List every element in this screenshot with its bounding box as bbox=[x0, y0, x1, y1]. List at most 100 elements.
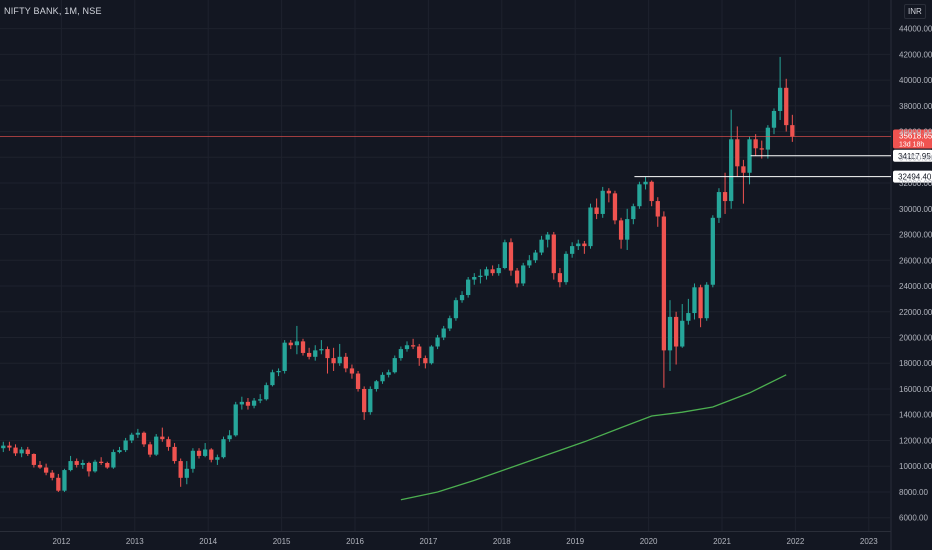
candle-body bbox=[759, 148, 764, 150]
candle-body bbox=[203, 449, 208, 456]
candle-body bbox=[319, 349, 324, 351]
candle-body bbox=[472, 277, 477, 280]
price-axis[interactable]: 6000.00 8000.00 10000.00 12000.00 14000.00 16… bbox=[899, 25, 932, 523]
y-tick-label: 6000.00 bbox=[899, 514, 928, 523]
moving-average-line bbox=[400, 374, 787, 501]
candle-body bbox=[313, 350, 318, 357]
candle-body bbox=[7, 445, 12, 448]
candle-body bbox=[429, 346, 434, 364]
candle-body bbox=[563, 253, 569, 283]
candle-body bbox=[135, 432, 140, 435]
candle-body bbox=[404, 345, 410, 350]
candle-body bbox=[521, 265, 526, 284]
candle-body bbox=[337, 356, 342, 364]
candle-body bbox=[147, 444, 153, 455]
time-axis[interactable]: 2011201220132014201520162017201820192020… bbox=[0, 537, 879, 546]
candle-body bbox=[435, 337, 440, 347]
candle-body bbox=[196, 450, 202, 456]
candle-body bbox=[777, 87, 783, 111]
candle-body bbox=[380, 374, 385, 382]
candle-body bbox=[221, 439, 226, 458]
candle-body bbox=[129, 434, 134, 441]
x-tick-label: 2013 bbox=[126, 537, 144, 546]
candle-body bbox=[343, 356, 348, 369]
y-tick-label: 42000.00 bbox=[899, 50, 932, 59]
candle-body bbox=[19, 449, 24, 454]
candle-body bbox=[478, 275, 483, 278]
candle-body bbox=[508, 242, 514, 271]
moving-average-layer bbox=[400, 374, 787, 501]
candle-body bbox=[441, 328, 446, 338]
y-tick-label: 30000.00 bbox=[899, 205, 932, 214]
candle-body bbox=[86, 463, 92, 472]
candle-body bbox=[50, 472, 55, 478]
candle-body bbox=[459, 295, 465, 301]
candle-body bbox=[618, 220, 624, 240]
candle-body bbox=[417, 346, 422, 359]
candle-body bbox=[37, 464, 43, 468]
candle-body bbox=[300, 341, 306, 353]
candle-body bbox=[294, 341, 300, 346]
candle-body bbox=[698, 287, 703, 319]
candle-body bbox=[386, 372, 391, 375]
candle-body bbox=[178, 461, 183, 478]
x-tick-label: 2017 bbox=[420, 537, 438, 546]
candle-body bbox=[692, 287, 697, 314]
y-tick-label: 36000.00 bbox=[899, 128, 932, 137]
candle-body bbox=[729, 139, 734, 202]
candle-body bbox=[612, 193, 618, 221]
y-tick-label: 28000.00 bbox=[899, 231, 932, 240]
y-tick-label: 14000.00 bbox=[899, 411, 932, 420]
x-tick-label: 2012 bbox=[53, 537, 71, 546]
candle-body bbox=[1, 445, 6, 449]
candle-body bbox=[453, 300, 459, 319]
candle-body bbox=[606, 190, 611, 194]
candle-body bbox=[661, 216, 667, 351]
y-tick-label: 26000.00 bbox=[899, 256, 932, 265]
candle-body bbox=[331, 358, 336, 364]
candle-body bbox=[154, 436, 159, 455]
candle-body bbox=[753, 139, 758, 149]
candle-body bbox=[735, 139, 740, 167]
candle-body bbox=[704, 284, 709, 319]
candle-body bbox=[99, 461, 104, 463]
y-tick-label: 18000.00 bbox=[899, 359, 932, 368]
candle-body bbox=[594, 207, 599, 214]
level-badge bbox=[893, 170, 932, 183]
candle-body bbox=[349, 368, 355, 374]
candle-body bbox=[716, 192, 722, 218]
candle-body bbox=[637, 184, 642, 207]
currency-label[interactable]: INR bbox=[904, 4, 926, 19]
candle-body bbox=[209, 449, 214, 460]
candle-body bbox=[722, 192, 728, 202]
x-tick-label: 2014 bbox=[199, 537, 217, 546]
candle-body bbox=[765, 127, 771, 150]
countdown-label: 13d 18h bbox=[899, 141, 924, 148]
candle-body bbox=[270, 372, 275, 386]
x-tick-label: 2015 bbox=[273, 537, 291, 546]
candle-body bbox=[190, 450, 196, 469]
candle-body bbox=[117, 450, 122, 453]
x-tick-label: 2020 bbox=[640, 537, 658, 546]
candle-body bbox=[105, 463, 110, 468]
candle-body bbox=[625, 219, 630, 240]
candle-body bbox=[31, 453, 37, 465]
candle-body bbox=[643, 181, 648, 185]
candle-body bbox=[245, 401, 251, 406]
candle-body bbox=[56, 477, 61, 491]
x-tick-label: 2018 bbox=[493, 537, 511, 546]
candle-body bbox=[784, 87, 789, 126]
candle-body bbox=[398, 349, 404, 359]
y-tick-label: 16000.00 bbox=[899, 385, 932, 394]
candle-body bbox=[582, 243, 587, 247]
y-tick-label: 8000.00 bbox=[899, 488, 928, 497]
x-tick-label: 2022 bbox=[787, 537, 805, 546]
y-tick-label: 40000.00 bbox=[899, 76, 932, 85]
y-tick-label: 34000.00 bbox=[899, 153, 932, 162]
candle-body bbox=[557, 273, 563, 283]
level-badge bbox=[893, 149, 932, 162]
candle-body bbox=[747, 139, 752, 173]
candle-body bbox=[570, 246, 575, 254]
